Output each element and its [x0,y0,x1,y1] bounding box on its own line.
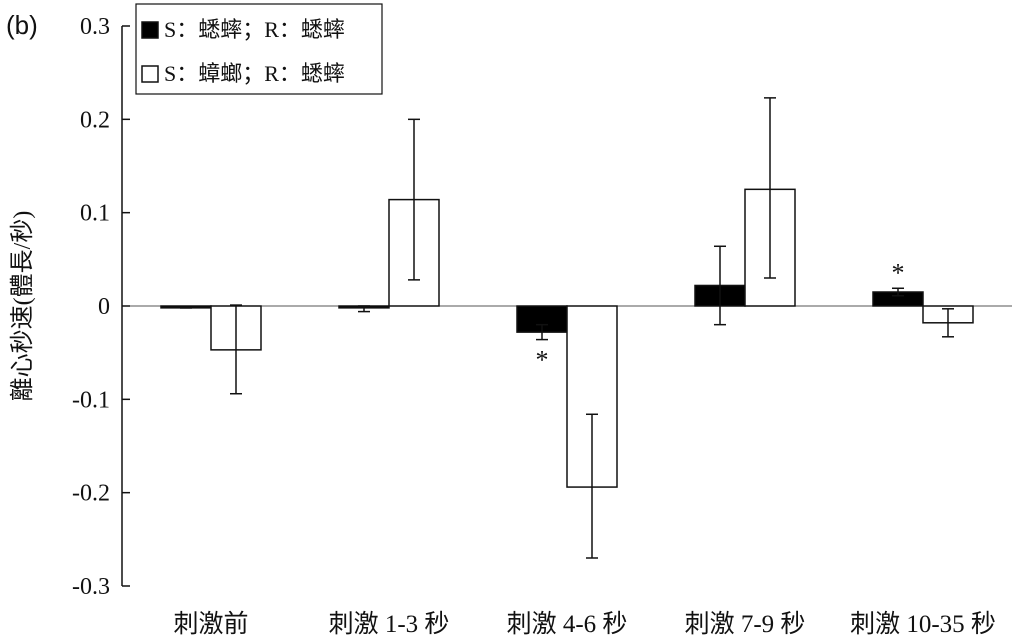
x-tick-label: 刺激 4-6 秒 [507,610,628,638]
legend-swatch [141,65,159,83]
legend-swatch [141,21,159,39]
x-tick-label: 刺激 7-9 秒 [685,610,806,638]
y-axis-label: 離心秒速(體長/秒) [9,211,36,402]
x-tick-label: 刺激 10-35 秒 [850,610,996,638]
y-tick-label: -0.1 [72,387,110,413]
y-tick-label: 0 [98,294,110,320]
significance-star: * [536,345,549,374]
x-tick-label: 刺激 1-3 秒 [329,610,450,638]
legend-label: S：蟋蟀；R：蟋蟀 [164,17,345,42]
y-tick-label: 0.1 [80,201,110,227]
y-tick-label: 0.2 [80,107,110,133]
legend-label: S：蟑螂；R：蟋蟀 [164,61,345,86]
panel-label: (b) [6,10,38,40]
y-tick-label: 0.3 [80,14,110,40]
y-tick-label: -0.3 [72,574,110,600]
significance-star: * [892,258,905,287]
y-tick-label: -0.2 [72,481,110,507]
x-tick-label: 刺激前 [173,610,248,638]
legend-box [135,3,383,95]
